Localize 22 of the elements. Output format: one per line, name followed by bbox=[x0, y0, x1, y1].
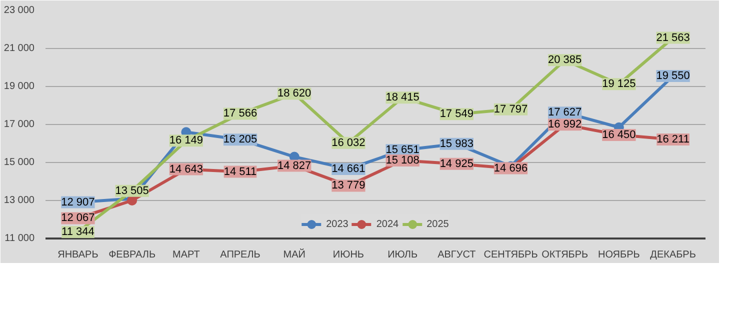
legend-label: 2023 bbox=[326, 218, 348, 230]
x-tick-label: НОЯБРЬ bbox=[598, 250, 640, 260]
x-tick-label: АПРЕЛЬ bbox=[220, 250, 261, 260]
y-tick-label: 23 000 bbox=[4, 5, 35, 16]
y-tick-label: 13 000 bbox=[4, 195, 35, 206]
x-tick-label: ОКТЯБРЬ bbox=[542, 250, 589, 260]
x-tick-label: ЯНВАРЬ bbox=[58, 250, 99, 260]
x-tick-label: АВГУСТ bbox=[438, 250, 476, 260]
x-tick-label: МАРТ bbox=[172, 250, 200, 260]
legend-label: 2024 bbox=[376, 218, 399, 230]
x-tick-label: ИЮНЬ bbox=[332, 250, 364, 260]
y-tick-label: 17 000 bbox=[4, 119, 35, 130]
x-tick-label: МАЙ bbox=[283, 248, 306, 260]
y-tick-label: 15 000 bbox=[4, 157, 35, 168]
y-tick-label: 19 000 bbox=[4, 81, 35, 92]
x-tick-label: ИЮЛЬ bbox=[388, 250, 418, 260]
y-tick-label: 11 000 bbox=[4, 233, 35, 244]
x-tick-label: СЕНТЯБРЬ bbox=[484, 250, 538, 260]
x-tick-label: ФЕВРАЛЬ bbox=[108, 250, 156, 260]
y-tick-label: 21 000 bbox=[4, 43, 35, 54]
x-tick-label: ДЕКАБРЬ bbox=[650, 250, 696, 260]
legend-label: 2025 bbox=[426, 218, 449, 230]
